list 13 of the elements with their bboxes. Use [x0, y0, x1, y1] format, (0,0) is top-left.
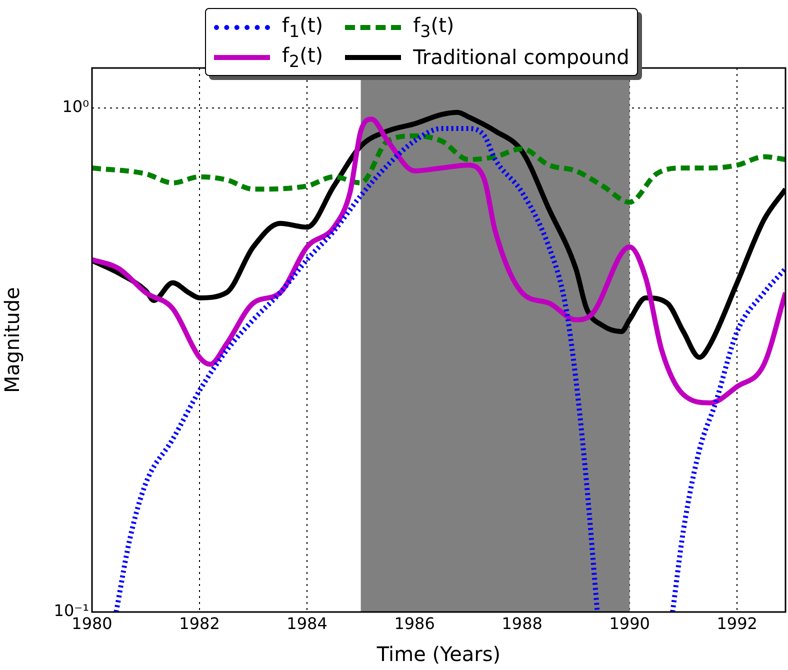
x-tick-label: 1988: [502, 614, 542, 633]
legend-label: Traditional compound: [413, 45, 630, 69]
x-tick-label: 1986: [394, 614, 435, 633]
x-tick-label: 1982: [179, 614, 220, 633]
legend-label: f$_{2}$(t): [282, 43, 324, 71]
x-tick-label: 1992: [716, 614, 758, 633]
legend-label: f$_{1}$(t): [282, 13, 324, 41]
y-axis-title: Magnitude: [0, 287, 24, 393]
x-tick-label: 1990: [609, 614, 650, 633]
legend-label: f$_{3}$(t): [413, 13, 454, 41]
x-tick-label: 1984: [286, 614, 328, 633]
y-tick-label: 10⁰: [62, 97, 89, 116]
x-axis-title: Time (Years): [376, 642, 501, 666]
